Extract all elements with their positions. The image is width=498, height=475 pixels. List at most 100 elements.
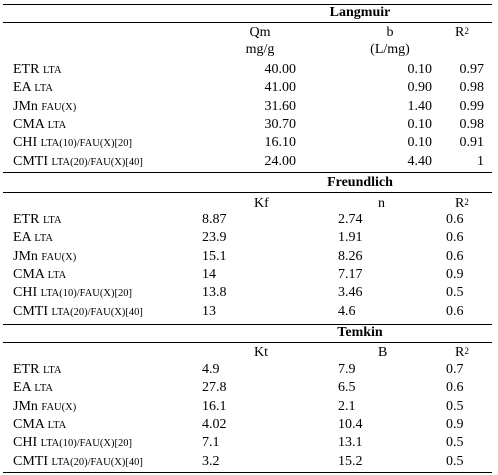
b-value: 6.5 [338,380,356,396]
sample-name: CMTI [13,303,48,319]
sample-name: JMn [13,98,38,114]
n-value: 2.74 [338,212,363,227]
sample-name: ETR [13,62,40,77]
kt-value: 4.9 [202,362,220,377]
n-value: 3.46 [338,285,363,301]
r2-value: 0.5 [446,453,464,469]
r2-value: 0.91 [459,135,485,151]
temkin-header-r2: R2 [455,345,469,360]
row-label: CMA LTA [13,117,66,134]
row-label: EA LTA [13,380,53,397]
kt-value: 27.8 [202,380,227,396]
r2-value: 0.7 [446,362,464,377]
r2-value: 0.98 [459,80,485,96]
row-label: CHI LTA(10)/FAU(X)[20] [13,435,132,452]
qm-value: 30.70 [264,116,297,132]
r2-value: 0.5 [446,285,464,301]
sample-zeolite: LTA [34,83,53,95]
kt-value: 7.1 [202,435,220,451]
r2-value: 0.9 [446,416,464,432]
sample-zeolite: LTA(20)/FAU(X)[40] [51,456,143,468]
sample-zeolite: LTA [47,119,67,131]
sample-name: ETR [13,362,40,377]
temkin-title: Temkin [337,325,383,340]
sample-name: CHI [13,285,38,301]
sample-name: EA [13,380,31,396]
b-value: 1.40 [407,98,433,114]
row-label: CMTI LTA(20)/FAU(X)[40] [13,454,143,471]
n-value: 1.91 [338,230,363,246]
row-label: JMn FAU(X) [13,399,76,416]
r2-value: 0.6 [446,212,464,227]
sample-zeolite: LTA [42,365,62,376]
sample-zeolite: FAU(X) [41,101,77,113]
b-value: 10.4 [338,416,363,432]
qm-value: 24.00 [264,153,297,169]
r2-value: 0.6 [446,230,464,246]
row-label: CMA LTA [13,267,66,284]
sample-name: CHI [13,435,38,451]
sample-zeolite: LTA [42,215,62,226]
kf-value: 14 [202,266,216,282]
n-value: 7.17 [338,266,363,282]
r2-value: 1 [477,153,484,169]
sample-zeolite: LTA(10)/FAU(X)[20] [40,438,132,450]
r2-value: 0.97 [459,62,485,77]
sample-zeolite: LTA [34,383,53,395]
kf-value: 13 [202,303,216,319]
rule-top [3,4,492,5]
row-label: CHI LTA(10)/FAU(X)[20] [13,135,132,152]
n-value: 4.6 [338,303,356,319]
sample-name: EA [13,80,31,96]
temkin-header-b: B [378,345,388,360]
sample-name: CMTI [13,153,48,169]
qm-value: 16.10 [264,135,297,151]
langmuir-title: Langmuir [329,5,391,20]
r2-value: 0.98 [459,116,485,132]
rule-bottom [3,472,492,473]
sample-name: CMTI [13,453,48,469]
langmuir-header-r2: R2 [455,25,469,40]
qm-value: 40.00 [264,62,297,77]
b-value: 0.10 [407,116,433,132]
r2-value: 0.5 [446,398,464,414]
sample-zeolite: LTA [47,419,67,431]
sample-zeolite: FAU(X) [41,401,77,413]
qm-value: 41.00 [264,80,297,96]
freundlich-header-r2: R2 [455,196,469,211]
r2-value: 0.99 [459,98,485,114]
rule-langmuir-title [3,22,492,23]
langmuir-header-qm: Qm [249,25,271,40]
b-value: 13.1 [338,435,363,451]
b-value: 15.2 [338,453,363,469]
sample-zeolite: FAU(X) [41,251,77,263]
row-label: JMn FAU(X) [13,99,76,116]
row-label: EA LTA [13,230,53,247]
sample-zeolite: LTA [47,269,67,281]
b-value: 7.9 [338,362,356,377]
row-label: CHI LTA(10)/FAU(X)[20] [13,285,132,302]
sample-name: CMA [13,116,45,132]
qm-value: 31.60 [264,98,297,114]
kt-value: 4.02 [202,416,227,432]
row-label: ETR LTA [13,212,62,229]
r2-value: 0.6 [446,380,464,396]
sample-zeolite: LTA(10)/FAU(X)[20] [40,138,132,150]
kf-value: 23.9 [202,230,227,246]
rule-freundlich-title [3,192,492,193]
b-value: 0.10 [407,135,433,151]
n-value: 8.26 [338,248,363,264]
rule-langmuir-bottom [3,172,492,173]
langmuir-header-qm-unit: mg/g [245,42,275,57]
row-label: JMn FAU(X) [13,249,76,266]
langmuir-header-b-unit: (L/mg) [370,42,410,57]
freundlich-title: Freundlich [327,175,393,190]
langmuir-header-b: b [386,25,394,40]
sample-name: ETR [13,212,40,227]
freundlich-header-kf: Kf [254,196,269,211]
b-value: 0.90 [407,80,433,96]
kt-value: 3.2 [202,453,220,469]
b-value: 2.1 [338,398,356,414]
sample-name: CHI [13,135,38,151]
row-label: ETR LTA [13,362,62,379]
